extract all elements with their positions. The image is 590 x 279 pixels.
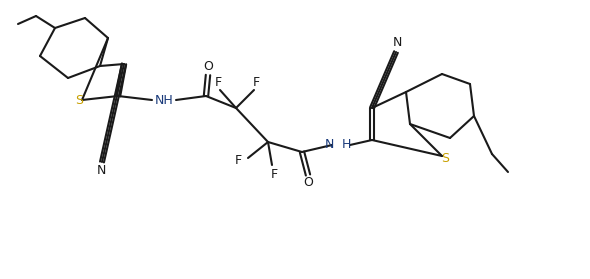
- Text: O: O: [303, 177, 313, 189]
- Text: O: O: [203, 61, 213, 73]
- Text: S: S: [75, 95, 83, 107]
- Text: N: N: [96, 165, 106, 177]
- Text: NH: NH: [155, 93, 173, 107]
- Text: S: S: [441, 151, 449, 165]
- Text: F: F: [253, 76, 260, 90]
- Text: F: F: [270, 167, 277, 181]
- Text: H: H: [342, 138, 352, 151]
- Text: F: F: [234, 153, 241, 167]
- Text: F: F: [214, 76, 222, 90]
- Text: N: N: [392, 37, 402, 49]
- Text: N: N: [324, 138, 334, 151]
